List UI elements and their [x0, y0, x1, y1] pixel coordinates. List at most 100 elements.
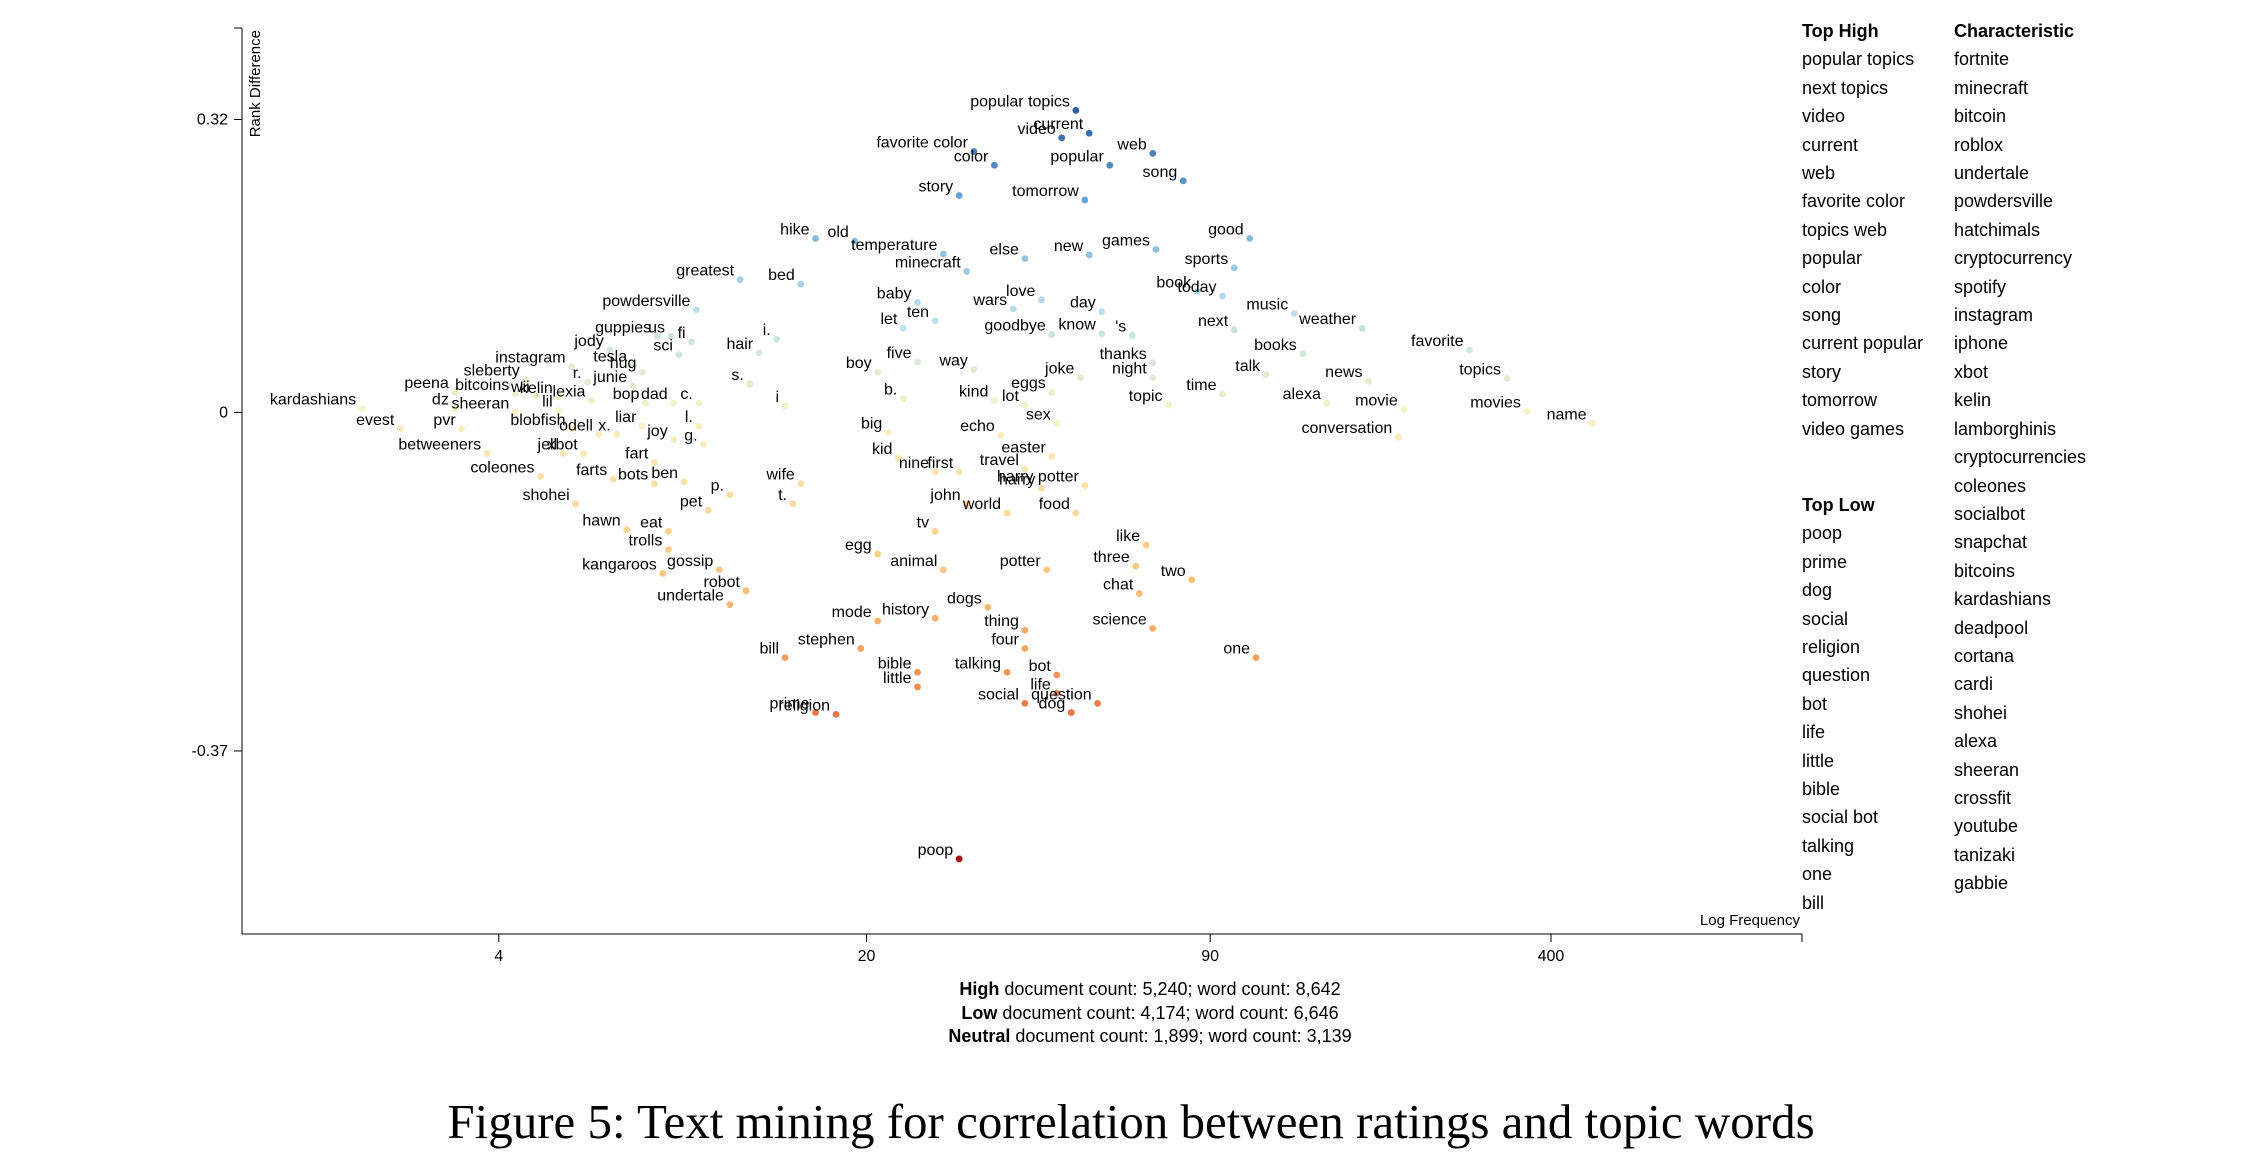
top-low-header: Top Low: [1802, 495, 1875, 515]
term-label: popular topics: [970, 93, 1070, 110]
data-point: [483, 450, 491, 457]
data-point: [609, 475, 617, 483]
term-label: bot: [1029, 658, 1052, 675]
data-point: [746, 380, 754, 388]
x-tick-label: 90: [1201, 948, 1219, 965]
term-label: bop: [613, 386, 640, 403]
x-tick-label: 400: [1538, 948, 1565, 965]
term-label: fart: [625, 446, 649, 463]
data-point: [984, 603, 992, 611]
term-label: eat: [640, 514, 663, 531]
axes: 4 20 90 400 0.32 0 -0.37 Log Frequency Rank Diff…: [192, 27, 1803, 965]
data-point: [613, 430, 621, 438]
data-point: [963, 500, 971, 508]
top-low-item: talking: [1802, 835, 1855, 856]
data-point: [695, 399, 703, 407]
x-axis-title: Log Frequency: [1700, 912, 1801, 929]
term-label: dz: [432, 392, 449, 409]
term-label: sex: [1026, 406, 1051, 423]
term-label: topics: [1459, 362, 1501, 379]
term-label: joy: [646, 423, 667, 440]
term-label: sleberty: [464, 362, 520, 379]
term-label: four: [991, 631, 1019, 648]
data-point: [884, 429, 892, 436]
data-point: [1466, 346, 1473, 354]
term-label: boy: [846, 355, 872, 372]
data-point: [1135, 590, 1143, 597]
term-label: temperature: [851, 237, 937, 254]
data-point: [511, 408, 519, 416]
characteristic-item: shohei: [1954, 702, 2008, 723]
y-axis-title: Rank Difference: [247, 30, 264, 137]
term-label: sci: [653, 338, 673, 355]
term-label: bitcoins: [455, 377, 509, 394]
data-point: [1230, 264, 1238, 272]
data-point: [670, 436, 678, 444]
data-point: [857, 645, 865, 652]
term-label: color: [954, 148, 989, 165]
data-point: [1252, 654, 1260, 662]
data-point: [874, 550, 882, 558]
term-label: potter: [1000, 553, 1042, 570]
data-point: [1179, 177, 1187, 185]
characteristic-item: spotify: [1954, 276, 2007, 297]
data-point: [1048, 388, 1056, 396]
top-low-item: little: [1802, 750, 1835, 771]
data-point: [914, 299, 921, 306]
data-point: [688, 338, 695, 346]
data-point: [1058, 134, 1066, 142]
data-point: [532, 392, 540, 400]
term-label: powdersville: [602, 293, 690, 310]
characteristic-item: bitcoin: [1954, 106, 2007, 127]
term-label: harry: [999, 471, 1035, 488]
data-point: [990, 397, 998, 404]
data-point: [1165, 401, 1172, 409]
top-high-item: video games: [1802, 418, 1905, 439]
term-label: wii: [510, 379, 530, 396]
term-label: 's: [1115, 318, 1126, 335]
data-point: [1048, 452, 1056, 460]
data-point: [595, 430, 603, 438]
characteristic-item: sheeran: [1954, 759, 2020, 780]
term-label: kangaroos: [582, 556, 657, 573]
data-point: [955, 855, 963, 863]
data-point: [1106, 161, 1114, 169]
data-point: [1152, 246, 1160, 253]
data-point: [812, 235, 819, 242]
term-label: five: [887, 345, 912, 362]
data-point: [1072, 509, 1080, 517]
top-high-header: Top High: [1802, 21, 1879, 41]
data-point: [789, 500, 797, 508]
data-point: [1365, 377, 1372, 385]
term-label: story: [918, 178, 953, 195]
top-low-list: Top Low poop prime dog social religion questi…: [1802, 491, 1878, 917]
term-label: robot: [703, 574, 740, 591]
term-label: tesla: [593, 349, 627, 366]
term-label: r.: [573, 365, 582, 382]
data-point: [1246, 235, 1254, 242]
data-point: [451, 405, 459, 413]
data-point: [1048, 331, 1056, 338]
count-neutral: Neutral document count: 1,899; word coun…: [948, 1026, 1352, 1046]
term-label: jell: [537, 437, 558, 454]
term-label: sheeran: [451, 395, 509, 412]
term-label: trolls: [629, 533, 663, 550]
term-label: instagram: [495, 350, 565, 367]
data-point: [1021, 626, 1029, 634]
term-label: know: [1058, 317, 1096, 334]
term-label: tomorrow: [1012, 183, 1079, 200]
data-point: [1400, 406, 1408, 414]
term-label: popular: [1050, 148, 1104, 165]
top-high-item: web: [1802, 163, 1836, 184]
data-point: [726, 491, 734, 499]
data-point: [955, 192, 963, 199]
term-label: g.: [684, 427, 697, 444]
data-point: [1323, 399, 1331, 407]
data-point: [914, 683, 921, 691]
data-point: [1149, 359, 1157, 367]
term-label: dogs: [947, 590, 982, 607]
term-label: s.: [731, 367, 743, 384]
data-point: [874, 368, 882, 376]
data-point: [1188, 576, 1196, 584]
term-label: dad: [641, 386, 668, 403]
